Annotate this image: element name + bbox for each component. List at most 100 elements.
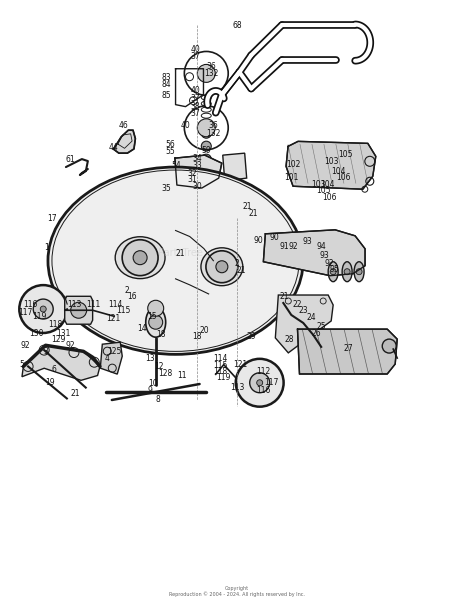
Text: 91: 91 [280, 242, 289, 251]
Text: 111: 111 [86, 300, 100, 308]
Text: 106: 106 [322, 193, 337, 202]
Text: 90: 90 [254, 236, 263, 245]
Circle shape [344, 268, 350, 275]
Text: 14: 14 [137, 324, 146, 333]
Text: 13: 13 [145, 354, 155, 363]
Ellipse shape [201, 248, 243, 285]
Circle shape [206, 251, 238, 283]
Text: 4: 4 [105, 354, 109, 363]
Text: 1: 1 [45, 243, 49, 252]
Text: 21: 21 [71, 389, 80, 398]
Circle shape [133, 251, 147, 265]
Circle shape [257, 380, 263, 386]
Circle shape [122, 240, 158, 276]
Text: 20: 20 [199, 325, 209, 335]
Polygon shape [65, 296, 92, 324]
Text: 103: 103 [324, 156, 339, 165]
Text: 37: 37 [191, 94, 201, 102]
Polygon shape [100, 342, 122, 374]
Text: 5: 5 [19, 360, 24, 369]
Circle shape [19, 285, 67, 333]
Ellipse shape [354, 262, 364, 282]
Text: 132: 132 [206, 128, 220, 138]
Ellipse shape [328, 262, 338, 282]
Text: 40: 40 [191, 45, 201, 54]
Polygon shape [286, 141, 376, 189]
Text: 94: 94 [316, 242, 326, 251]
Circle shape [197, 119, 215, 137]
Text: 9: 9 [147, 385, 152, 395]
Text: 92: 92 [324, 259, 334, 268]
Text: 113: 113 [230, 383, 244, 392]
Text: 117: 117 [18, 308, 32, 317]
Text: 26: 26 [311, 328, 321, 338]
Text: 18: 18 [156, 330, 166, 339]
Circle shape [201, 128, 211, 138]
Text: PartsTree: PartsTree [158, 248, 203, 258]
Polygon shape [264, 230, 365, 276]
Text: 23: 23 [298, 307, 308, 315]
Polygon shape [223, 153, 246, 181]
Text: 61: 61 [66, 155, 75, 164]
Text: 105: 105 [338, 150, 353, 159]
Text: 36: 36 [206, 62, 216, 72]
Text: 68: 68 [232, 21, 242, 30]
Text: 83: 83 [161, 73, 171, 82]
Text: 85: 85 [161, 91, 171, 99]
Text: 55: 55 [165, 147, 175, 156]
Text: 40: 40 [180, 121, 190, 130]
Text: 24: 24 [307, 313, 317, 322]
Text: 25: 25 [316, 322, 326, 331]
Text: 119: 119 [217, 373, 231, 382]
Polygon shape [113, 130, 136, 153]
Text: 130: 130 [29, 328, 44, 338]
Text: 105: 105 [316, 186, 330, 195]
Ellipse shape [115, 237, 165, 279]
Polygon shape [22, 345, 100, 381]
Text: 132: 132 [204, 70, 218, 79]
Circle shape [191, 207, 203, 219]
Text: 35: 35 [161, 184, 171, 193]
Circle shape [382, 339, 396, 353]
Circle shape [71, 302, 87, 318]
Text: 104: 104 [331, 167, 346, 176]
Circle shape [197, 64, 215, 82]
Text: 28: 28 [284, 335, 294, 344]
Text: 15: 15 [147, 312, 157, 321]
Text: 19: 19 [46, 378, 55, 387]
Text: 106: 106 [336, 173, 351, 182]
Ellipse shape [342, 262, 352, 282]
Text: 37: 37 [191, 52, 201, 61]
Text: 31: 31 [187, 175, 197, 184]
Text: 117: 117 [264, 378, 278, 387]
Text: 114: 114 [213, 354, 228, 363]
Text: 6: 6 [51, 365, 56, 374]
Circle shape [216, 261, 228, 273]
Text: 10: 10 [148, 379, 158, 388]
Circle shape [250, 373, 270, 393]
Text: 119: 119 [32, 312, 46, 321]
Circle shape [33, 299, 53, 319]
Text: 2: 2 [235, 259, 239, 268]
Text: 59: 59 [201, 145, 211, 155]
Text: 16: 16 [127, 293, 137, 301]
Polygon shape [298, 329, 397, 374]
Text: 21: 21 [243, 202, 252, 211]
Text: 37: 37 [191, 108, 201, 118]
Circle shape [330, 268, 336, 275]
Text: 30: 30 [192, 182, 202, 191]
Text: 92: 92 [66, 341, 75, 350]
Text: 36: 36 [209, 121, 218, 130]
Text: 101: 101 [284, 173, 299, 182]
Text: 54: 54 [172, 161, 182, 170]
Text: 2: 2 [125, 287, 130, 295]
Text: 113: 113 [67, 300, 81, 308]
Text: 114: 114 [108, 300, 122, 308]
Text: 17: 17 [47, 214, 56, 223]
Polygon shape [175, 155, 222, 188]
Text: 46: 46 [118, 121, 128, 130]
Text: 115: 115 [213, 361, 228, 370]
Text: 118: 118 [48, 319, 62, 328]
Text: 27: 27 [343, 344, 353, 353]
Text: 102: 102 [286, 159, 301, 168]
